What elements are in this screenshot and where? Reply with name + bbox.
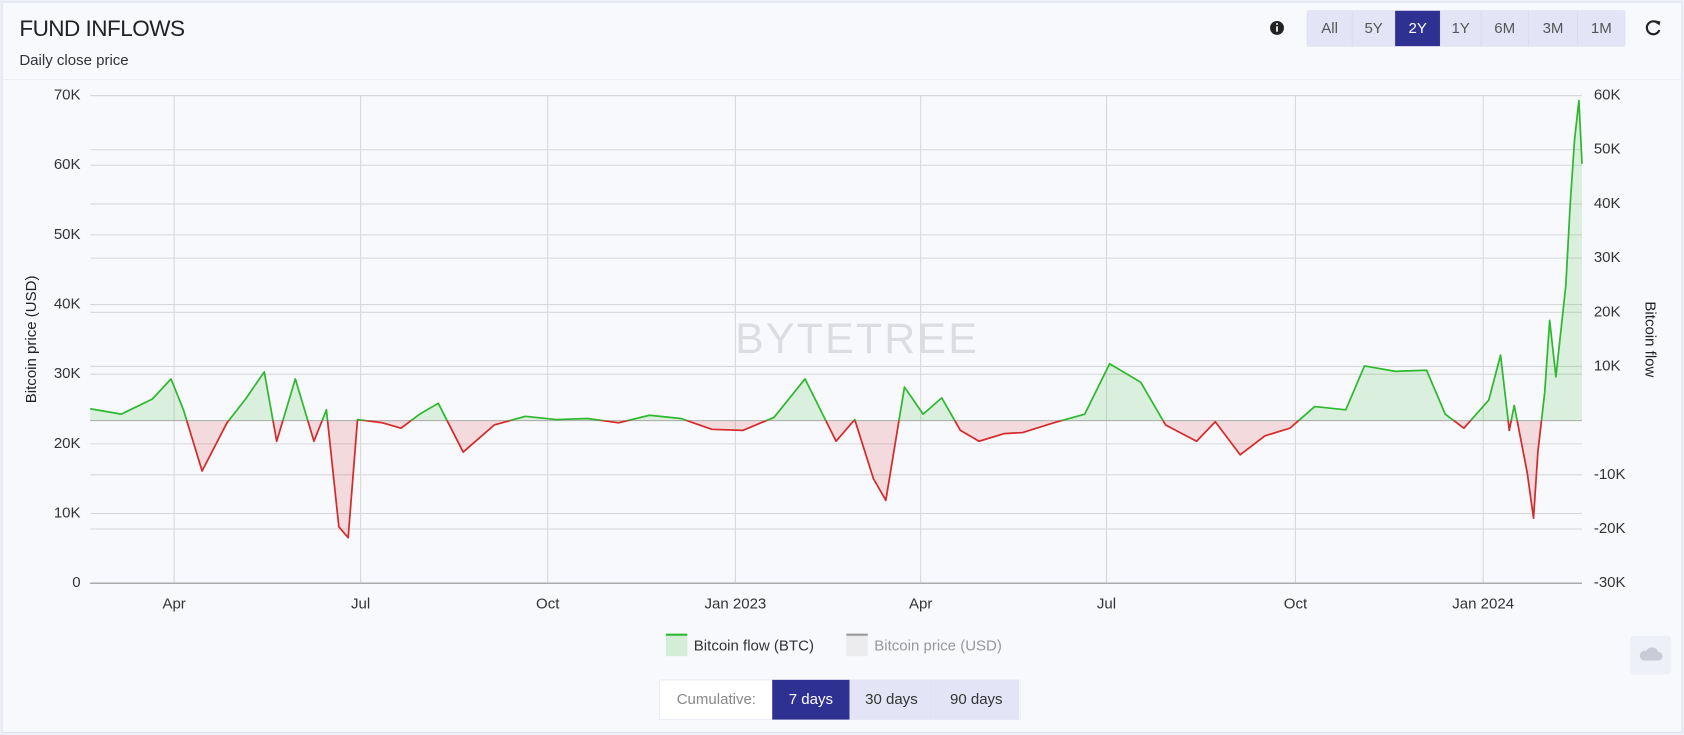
cumulative-button-label[interactable]: 30 days xyxy=(865,691,918,708)
y2-tick-label: 50K xyxy=(1594,141,1621,158)
legend-label[interactable]: Bitcoin flow (BTC) xyxy=(694,638,814,655)
plot: 0 10K 20K 30K 40K 50K 60K 70K -30K -20K -10K 10K 20K… xyxy=(54,87,1626,613)
subtitle: Daily close price xyxy=(19,52,128,69)
range-button-label[interactable]: 5Y xyxy=(1364,20,1382,37)
legend-swatch[interactable] xyxy=(846,634,868,657)
x-tick-label: Jan 2023 xyxy=(705,596,767,613)
info-icon[interactable] xyxy=(1270,20,1284,35)
y-axis-title: Bitcoin price (USD) xyxy=(23,276,40,404)
range-button-label[interactable]: 2Y xyxy=(1408,20,1426,37)
y-tick-label: 60K xyxy=(54,156,81,173)
range-button-label[interactable]: 1M xyxy=(1591,20,1612,37)
cumulative-button[interactable] xyxy=(772,679,850,720)
y-tick-label: 20K xyxy=(54,435,81,452)
legend: Bitcoin flow (BTC) Bitcoin price (USD) xyxy=(665,633,1002,657)
range-button-label[interactable]: 3M xyxy=(1543,20,1564,37)
x-tick-label: Jan 2024 xyxy=(1452,596,1514,613)
y2-tick-label: -10K xyxy=(1594,466,1626,483)
cumulative-button[interactable] xyxy=(849,679,934,720)
legend-label[interactable]: Bitcoin price (USD) xyxy=(874,638,1002,655)
y2-axis-title: Bitcoin flow xyxy=(1642,301,1659,377)
y2-tick-label: 30K xyxy=(1594,249,1621,266)
watermark: BYTETREE xyxy=(735,315,979,363)
refresh-icon[interactable] xyxy=(1645,20,1661,36)
y-tick-label: 0 xyxy=(72,574,80,591)
y-tick-label: 50K xyxy=(54,226,81,243)
range-button-label[interactable]: All xyxy=(1321,20,1338,37)
title: FUND INFLOWS xyxy=(19,16,184,41)
x-tick-label: Apr xyxy=(162,596,185,613)
y-tick-label: 70K xyxy=(54,87,81,104)
y2-tick-label: 40K xyxy=(1594,195,1621,212)
cumulative-button[interactable] xyxy=(933,679,1020,720)
x-tick-label: Jul xyxy=(1097,596,1116,613)
x-tick-label: Apr xyxy=(909,596,932,613)
download-button[interactable] xyxy=(1630,635,1672,675)
x-tick-label: Oct xyxy=(536,596,560,613)
button-group-bg xyxy=(1307,10,1625,47)
y-tick-label: 40K xyxy=(54,296,81,313)
y-tick-label: 30K xyxy=(54,365,81,382)
y2-tick-label: 60K xyxy=(1594,87,1621,104)
y2-tick-label: -30K xyxy=(1594,574,1626,591)
cumulative-button-label[interactable]: 7 days xyxy=(789,691,833,708)
cumulative-buttons: Cumulative: 7 days 30 days 90 days xyxy=(658,679,1021,721)
y-tick-label: 10K xyxy=(54,504,81,521)
line xyxy=(90,99,1583,539)
y2-tick-label: 20K xyxy=(1594,303,1621,320)
cumulative-button-label[interactable]: 90 days xyxy=(950,691,1003,708)
cumulative-label: Cumulative: xyxy=(677,691,756,708)
y2-tick-label: 10K xyxy=(1594,357,1621,374)
y2-tick-label: -20K xyxy=(1594,520,1626,537)
x-tick-label: Jul xyxy=(351,596,370,613)
range-buttons: All 5Y 2Y 1Y 6M 3M 1M xyxy=(1306,10,1626,47)
area xyxy=(90,100,1583,538)
range-button[interactable] xyxy=(1577,10,1626,47)
range-button-label[interactable]: 6M xyxy=(1494,20,1515,37)
range-button-label[interactable]: 1Y xyxy=(1451,20,1469,37)
range-button[interactable] xyxy=(1395,10,1441,47)
x-tick-label: Oct xyxy=(1284,596,1308,613)
legend-swatch[interactable] xyxy=(665,634,688,657)
